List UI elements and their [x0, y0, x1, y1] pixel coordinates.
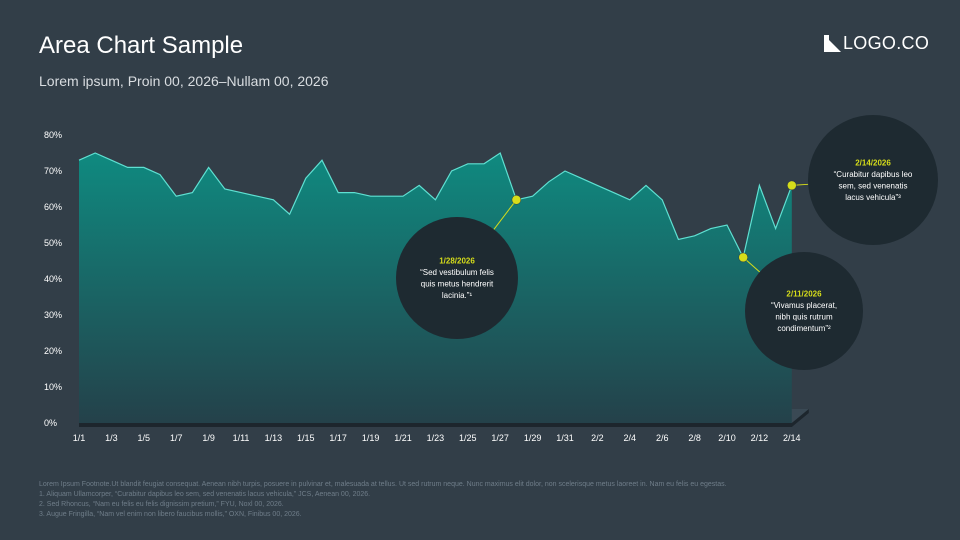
x-tick-label: 1/27: [491, 433, 509, 443]
logo-text: LOGO.CO: [843, 33, 930, 53]
y-tick-label: 50%: [44, 238, 62, 248]
annotation-text: “Vivamus placerat,: [771, 301, 837, 310]
footnote-1: 1. Aliquam Ullamcorper, “Curabitur dapib…: [39, 491, 371, 498]
y-tick-label: 60%: [44, 202, 62, 212]
x-tick-label: 2/12: [751, 433, 769, 443]
chart-title: Area Chart Sample: [39, 32, 244, 59]
annotation-bubble: [396, 217, 518, 339]
annotation-marker: [738, 252, 748, 263]
chart-floor-edge: [79, 409, 809, 427]
annotation-text: condimentum”²: [777, 324, 831, 333]
x-tick-label: 1/9: [202, 433, 215, 443]
annotation-text: lacinia.”¹: [442, 291, 473, 300]
x-tick-label: 2/14: [783, 433, 801, 443]
x-tick-label: 2/6: [656, 433, 669, 443]
x-tick-label: 1/7: [170, 433, 183, 443]
x-tick-label: 1/11: [233, 433, 250, 443]
y-tick-label: 70%: [44, 166, 62, 176]
x-tick-label: 1/19: [362, 433, 380, 443]
annotation-text: nibh quis rutrum: [775, 313, 833, 322]
x-tick-label: 2/8: [688, 433, 701, 443]
x-tick-label: 1/29: [524, 433, 542, 443]
x-tick-label: 2/4: [624, 433, 637, 443]
x-tick-label: 2/2: [591, 433, 604, 443]
x-tick-label: 1/17: [329, 433, 347, 443]
annotation-marker: [511, 195, 522, 205]
annotation-text: quis metus hendrerit: [421, 280, 494, 289]
x-tick-label: 1/3: [105, 433, 118, 443]
y-tick-label: 10%: [44, 382, 62, 392]
annotation-text: “Sed vestibulum felis: [420, 268, 494, 277]
x-tick-label: 1/31: [556, 433, 574, 443]
x-tick-label: 1/13: [265, 433, 283, 443]
annotation-text: sem, sed venenatis: [839, 182, 908, 191]
annotation-bubble: [808, 115, 938, 245]
footnote-2: 2. Sed Rhoncus, “Nam eu felis eu felis d…: [39, 501, 284, 508]
x-tick-label: 1/1: [73, 433, 86, 443]
x-tick-label: 1/23: [427, 433, 445, 443]
annotation-date: 2/14/2026: [855, 159, 891, 168]
logo-icon: [824, 35, 841, 52]
annotation-bubble: [745, 252, 863, 370]
footnotes: Lorem Ipsum Footnote.Ut blandit feugiat …: [39, 480, 919, 520]
chart-subtitle: Lorem ipsum, Proin 00, 2026–Nullam 00, 2…: [39, 73, 329, 89]
footnote-3: 3. Augue Fringilla, “Nam vel enim non li…: [39, 511, 302, 518]
y-tick-label: 30%: [44, 310, 62, 320]
y-tick-label: 40%: [44, 274, 62, 284]
annotation-text: “Curabitur dapibus leo: [834, 170, 913, 179]
annotation-leader: [493, 199, 517, 230]
footnote-main: Lorem Ipsum Footnote.Ut blandit feugiat …: [39, 481, 727, 488]
x-tick-label: 2/10: [718, 433, 736, 443]
x-tick-label: 1/5: [138, 433, 151, 443]
y-tick-label: 80%: [44, 130, 62, 140]
annotation-date: 2/11/2026: [786, 290, 822, 299]
x-tick-label: 1/25: [459, 433, 477, 443]
y-tick-label: 20%: [44, 346, 62, 356]
x-tick-label: 1/15: [297, 433, 315, 443]
annotation-text: lacus vehicula”³: [845, 193, 901, 202]
area-line: [78, 152, 793, 260]
x-tick-label: 1/21: [394, 433, 412, 443]
annotation-marker: [787, 180, 797, 191]
annotation-date: 1/28/2026: [439, 257, 475, 266]
logo: LOGO.CO: [824, 33, 929, 54]
y-tick-label: 0%: [44, 418, 57, 428]
